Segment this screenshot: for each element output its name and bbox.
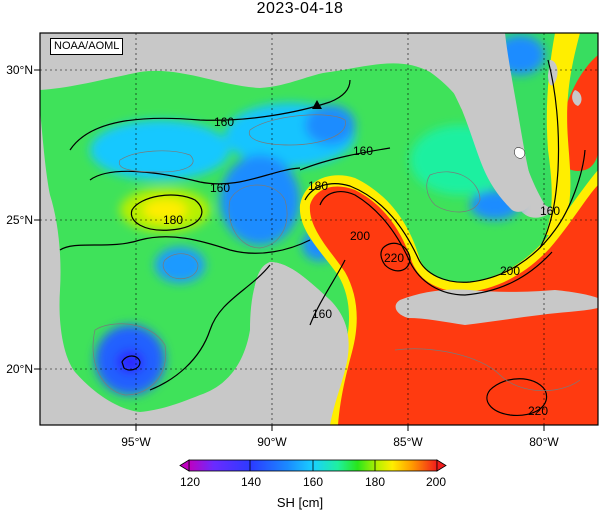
- colorbar-tick: 200: [426, 475, 446, 489]
- warm-core-west: [143, 199, 187, 221]
- grand-bahama: [514, 147, 526, 159]
- colorbar-tick: 140: [241, 475, 261, 489]
- contour-label: 180: [163, 213, 183, 227]
- axis-ticks: [34, 69, 545, 431]
- cuba: [395, 289, 598, 325]
- cool-eddy-west: [155, 247, 205, 283]
- source-badge: NOAA/AOML: [50, 38, 124, 55]
- contour-label: 220: [384, 251, 404, 265]
- graticule: [40, 33, 598, 425]
- colorbar-tick: 120: [180, 475, 200, 489]
- contour-label: 200: [500, 264, 520, 278]
- cool-eddy-nw: [90, 120, 230, 180]
- lon-label: 85°W: [393, 435, 423, 449]
- contour-label: 160: [312, 307, 332, 321]
- atlantic-warm: [558, 55, 598, 171]
- cool-eddy-center: [220, 155, 300, 245]
- colorbar-tick: 180: [365, 475, 385, 489]
- station-marker-icon: [312, 100, 322, 109]
- colorbar: 120 140 160 180 200: [179, 459, 447, 489]
- lon-label: 90°W: [257, 435, 287, 449]
- longitude-labels: 95°W 90°W 85°W 80°W: [121, 435, 559, 449]
- contour-label: 160: [353, 144, 373, 158]
- cool-core-north: [305, 105, 355, 145]
- colorbar-max-arrow-icon: [436, 459, 447, 472]
- yucatan-peninsula: [230, 262, 349, 425]
- minor-contours: [92, 114, 581, 396]
- lat-label: 25°N: [6, 213, 33, 227]
- contour-label-group: 160 160 160 180 180 200 220 160 200 160 …: [163, 115, 560, 418]
- contour-label: 160: [210, 181, 230, 195]
- contour-label: 160: [540, 204, 560, 218]
- contour-label: 220: [528, 404, 548, 418]
- map-title: 2023-04-18: [256, 0, 344, 17]
- bahamas: [548, 60, 582, 106]
- contour-label: 200: [350, 229, 370, 243]
- latitude-labels: 30°N 25°N 20°N: [6, 63, 33, 376]
- lat-label: 30°N: [6, 63, 33, 77]
- lon-label: 95°W: [121, 435, 151, 449]
- florida-peninsula: [440, 33, 535, 212]
- colorbar-label: SH [cm]: [276, 495, 324, 510]
- contour-label: 160: [214, 115, 234, 129]
- colorbar-tick: 160: [303, 475, 323, 489]
- lon-label: 80°W: [529, 435, 559, 449]
- lat-label: 20°N: [6, 362, 33, 376]
- contour-lines: [59, 59, 586, 417]
- map-frame: [39, 32, 599, 426]
- contour-label: 180: [308, 179, 328, 193]
- colorbar-min-arrow-icon: [179, 459, 190, 472]
